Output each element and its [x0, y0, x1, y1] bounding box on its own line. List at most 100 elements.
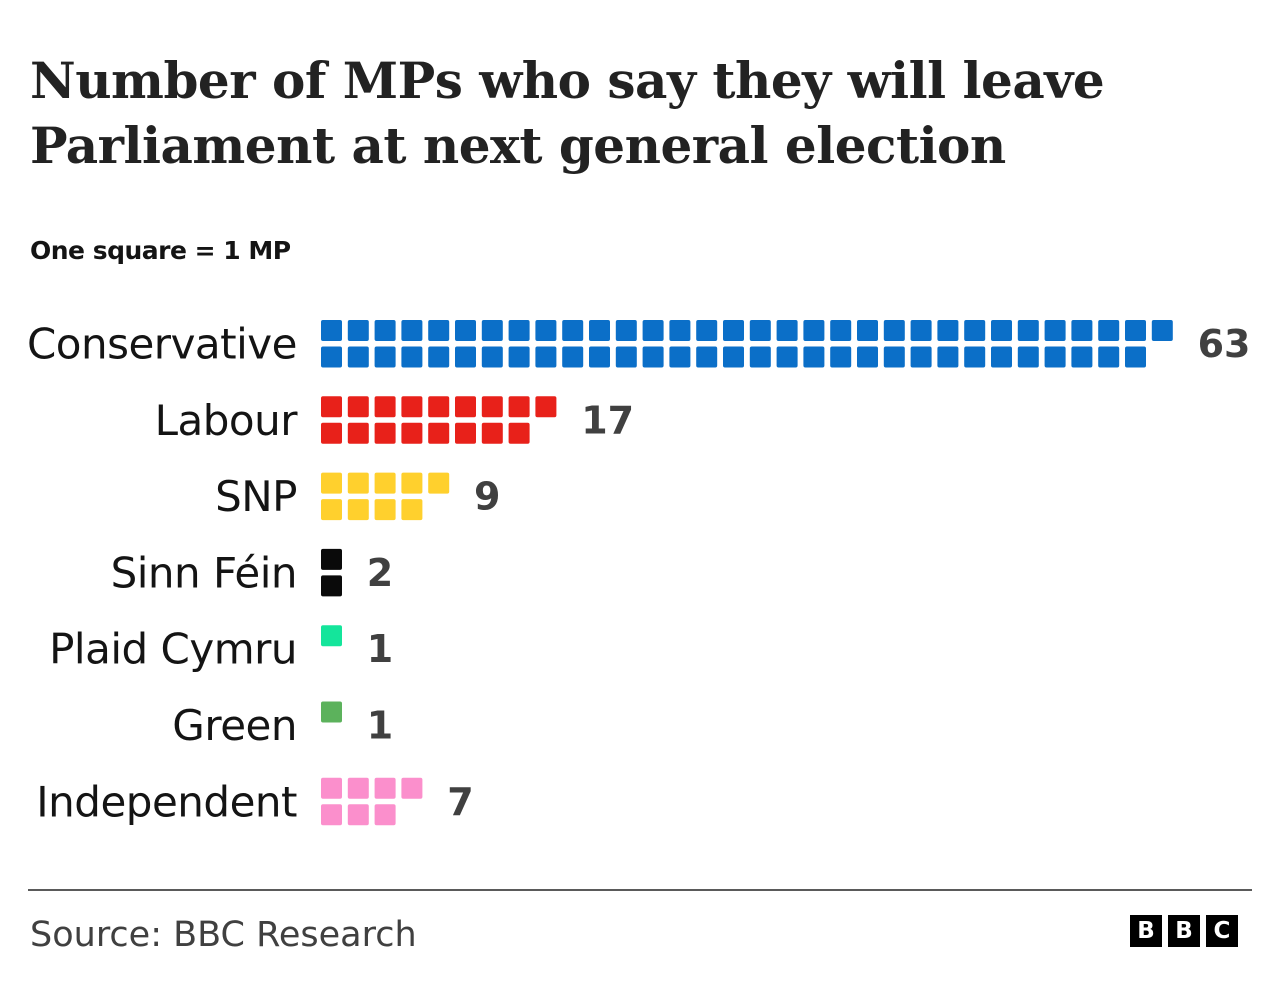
mp-square: [562, 346, 584, 368]
bar-independent: [321, 777, 423, 826]
mp-square: [455, 396, 476, 418]
mp-square: [535, 346, 557, 368]
mp-square: [776, 320, 798, 341]
mp-square: [455, 320, 476, 341]
chart-subtitle: One square = 1 MP: [30, 236, 291, 265]
mp-square: [321, 777, 342, 799]
mp-square: [347, 777, 369, 799]
mp-square: [1071, 346, 1093, 368]
mp-square: [347, 320, 369, 341]
mp-square: [857, 320, 878, 341]
mp-square: [508, 422, 530, 444]
source-text: Source: BBC Research: [30, 915, 417, 955]
mp-square: [428, 422, 450, 444]
mp-square: [455, 346, 476, 368]
bar-plaid-cymru: [321, 625, 342, 647]
mp-square: [428, 472, 450, 494]
mp-square: [508, 396, 530, 418]
mp-square: [723, 346, 744, 368]
mp-square: [642, 346, 664, 368]
value-label-conservative: 63: [1198, 322, 1251, 366]
mp-square: [374, 499, 396, 521]
mp-square: [615, 346, 637, 368]
mp-square: [401, 777, 423, 799]
mp-square: [374, 777, 396, 799]
mp-square: [481, 320, 503, 341]
mp-square: [1071, 320, 1093, 341]
mp-square: [910, 320, 932, 341]
mp-square: [749, 346, 771, 368]
category-label-conservative: Conservative: [27, 320, 297, 369]
mp-square: [589, 320, 610, 341]
mp-square: [937, 320, 959, 341]
mp-square: [1098, 346, 1120, 368]
mp-square: [642, 320, 664, 341]
mp-square: [910, 346, 932, 368]
bar-labour: [321, 396, 557, 444]
mp-square: [401, 396, 423, 418]
mp-square: [1151, 320, 1173, 341]
mp-square: [321, 472, 342, 494]
mp-square: [830, 320, 852, 341]
mp-square: [401, 499, 423, 521]
mp-square: [1017, 320, 1039, 341]
mp-square: [964, 346, 986, 368]
mp-square: [321, 548, 342, 570]
mp-square: [374, 320, 396, 341]
mp-square: [428, 346, 450, 368]
bar-conservative: [321, 320, 1173, 368]
mp-square: [535, 320, 557, 341]
mp-square: [830, 346, 852, 368]
category-label-independent: Independent: [36, 777, 297, 826]
mp-square: [374, 804, 396, 826]
mp-square: [374, 472, 396, 494]
mp-square: [776, 346, 798, 368]
mp-square: [615, 320, 637, 341]
mp-square: [696, 320, 718, 341]
mp-square: [321, 804, 342, 826]
category-label-snp: SNP: [215, 472, 297, 521]
mp-square: [428, 320, 450, 341]
mp-square: [883, 346, 905, 368]
mp-square: [347, 804, 369, 826]
mp-square: [803, 320, 825, 341]
mp-square: [964, 320, 986, 341]
value-label-labour: 17: [581, 398, 634, 442]
mp-square: [401, 422, 423, 444]
mp-square: [347, 422, 369, 444]
mp-square: [991, 346, 1012, 368]
mp-square: [857, 346, 878, 368]
footer-divider: [28, 889, 1252, 891]
mp-square: [535, 396, 557, 418]
value-label-snp: 9: [474, 475, 500, 519]
mp-square: [1044, 346, 1066, 368]
mp-square: [321, 346, 342, 368]
mp-square: [1017, 346, 1039, 368]
mp-square: [347, 396, 369, 418]
mp-square: [991, 320, 1012, 341]
chart-title: Number of MPs who say they will leave Pa…: [30, 51, 1105, 175]
mp-square: [321, 575, 342, 597]
bbc-logo-letter: C: [1206, 915, 1238, 947]
mp-square: [1125, 320, 1146, 341]
mp-square: [321, 320, 342, 341]
mp-square: [1098, 320, 1120, 341]
mp-square: [321, 422, 342, 444]
category-label-plaid-cymru: Plaid Cymru: [49, 625, 297, 674]
mp-square: [374, 346, 396, 368]
mp-square: [937, 346, 959, 368]
mp-square: [803, 346, 825, 368]
mp-square: [374, 396, 396, 418]
mp-square: [321, 625, 342, 647]
mp-square: [481, 396, 503, 418]
mp-square: [481, 422, 503, 444]
mp-square: [508, 320, 530, 341]
value-label-green: 1: [367, 704, 393, 748]
mp-square: [508, 346, 530, 368]
mp-square: [883, 320, 905, 341]
bbc-logo-letter: B: [1168, 915, 1200, 947]
category-label-labour: Labour: [155, 396, 299, 445]
mp-square: [321, 701, 342, 723]
bar-sinn-fein: [321, 548, 342, 597]
